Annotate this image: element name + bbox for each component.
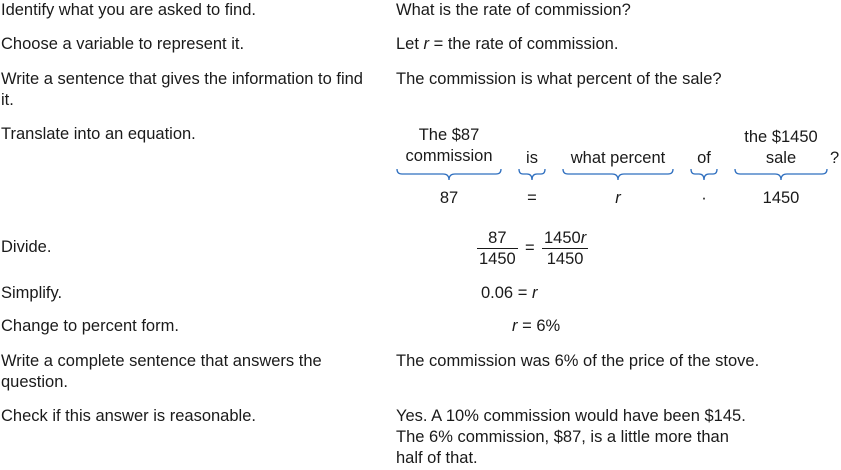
step-answer-identify: What is the rate of commission?: [396, 1, 631, 19]
step-label-check: Check if this answer is reasonable.: [1, 407, 256, 425]
phrase-the-87-commission: The $87 commission: [405, 126, 493, 165]
divide-equals: =: [525, 239, 535, 257]
variable-definition: = the rate of commission.: [433, 35, 619, 53]
brace-of: [690, 168, 718, 181]
phrase-the-1450-sale: the $1450 sale: [744, 128, 818, 167]
symbol-r: r: [615, 189, 621, 207]
symbol-equals: =: [527, 189, 537, 207]
step-label-sentence: Write a sentence that gives the informat…: [1, 70, 363, 109]
symbol-1450: 1450: [762, 189, 800, 207]
phrase-what-percent: what percent: [570, 149, 666, 167]
step-answer-answer: The commission was 6% of the price of th…: [396, 352, 760, 370]
fraction-rhs: 1450r 1450: [542, 229, 589, 268]
question-mark: ?: [830, 149, 840, 167]
step-answer-check: Yes. A 10% commission would have been $1…: [396, 407, 746, 467]
brace-is: [518, 168, 546, 181]
step-label-divide: Divide.: [1, 238, 52, 256]
step-label-translate: Translate into an equation.: [1, 125, 196, 143]
step-label-variable: Choose a variable to represent it.: [1, 35, 245, 53]
symbol-times: ·: [701, 189, 707, 207]
step-answer-variable: Let r = the rate of commission.: [396, 34, 618, 55]
let-word: Let: [396, 35, 419, 53]
simplify-equation: 0.06 = r: [481, 284, 538, 302]
variable-r: r: [423, 35, 430, 53]
brace-what-percent: [562, 168, 674, 181]
phrase-of: of: [697, 149, 711, 167]
step-label-percent: Change to percent form.: [1, 317, 179, 335]
symbol-87: 87: [439, 189, 459, 207]
step-label-simplify: Simplify.: [1, 284, 63, 302]
percent-equation: r = 6%: [512, 317, 561, 335]
step-label-identify: Identify what you are asked to find.: [1, 1, 256, 19]
fraction-lhs: 87 1450: [477, 229, 518, 268]
step-label-answer: Write a complete sentence that answers t…: [1, 352, 322, 391]
brace-commission: [396, 168, 502, 181]
brace-sale: [734, 168, 828, 181]
phrase-is: is: [526, 149, 538, 167]
step-answer-sentence: The commission is what percent of the sa…: [396, 70, 722, 88]
